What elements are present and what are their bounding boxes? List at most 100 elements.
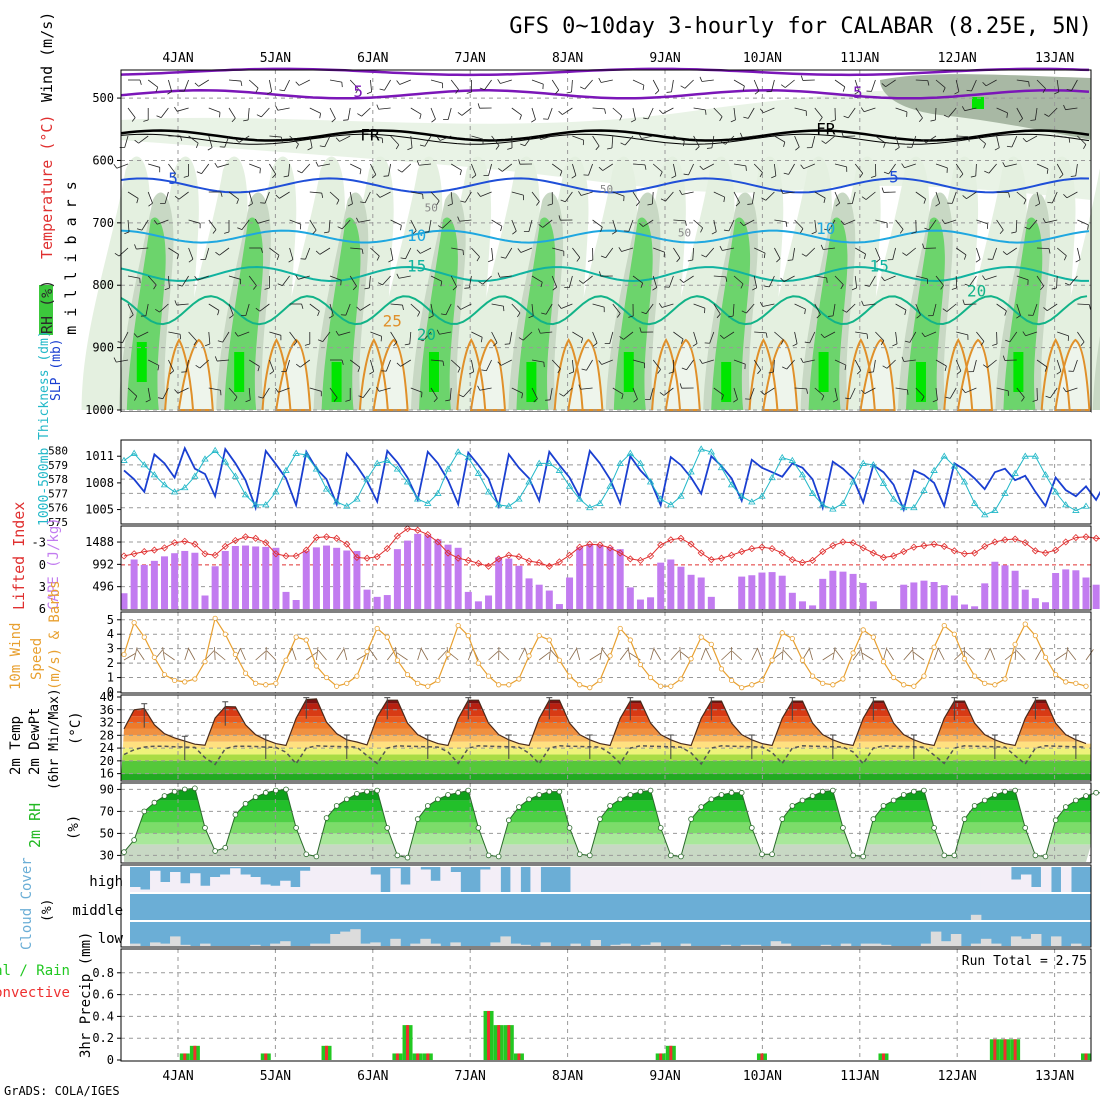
wind-barb (168, 163, 176, 174)
wind10m-point (425, 683, 431, 689)
wind-barb-flag (431, 118, 436, 123)
y-tick-label: 32 (100, 716, 114, 730)
wind-barb (976, 135, 986, 145)
wind-barb-flag (695, 146, 700, 151)
cloud-high-clear (570, 867, 581, 892)
wind-barb (247, 107, 250, 120)
wind-barb (673, 247, 681, 259)
top-date-label: 9JAN (649, 51, 680, 66)
wind-barb (988, 163, 997, 174)
wind-barb-flag (255, 87, 259, 93)
wind-barb (208, 107, 221, 113)
wind-barb-flag (962, 195, 967, 200)
contour-20 (120, 295, 1088, 326)
wind10m-barb (204, 650, 215, 661)
li-point (606, 544, 614, 552)
li-point (474, 559, 482, 567)
wind-barb-flag (1051, 287, 1057, 290)
wind-barb (329, 79, 342, 83)
cloud-fraction (1020, 938, 1032, 946)
wind10m-barb (937, 648, 945, 661)
wind-barb (747, 107, 755, 119)
wind-barb (903, 359, 916, 362)
wind-barb (753, 275, 758, 288)
cloud-high-clear (1020, 874, 1032, 892)
wind-barb (571, 79, 573, 92)
wind-barb (765, 191, 775, 201)
cape-bar (758, 572, 766, 609)
thickness-point (413, 495, 422, 502)
thickness-point (839, 499, 847, 506)
wind10m-barb (336, 648, 345, 661)
wind-barb (762, 303, 775, 307)
thickness-point (251, 501, 260, 508)
wind-barb (127, 107, 136, 118)
wind-barb (662, 107, 674, 114)
wind-barb (652, 359, 661, 370)
wind-barb-flag (860, 107, 865, 112)
wind-barb (592, 331, 598, 344)
wind-barb-flag (841, 131, 844, 137)
precip-convective-bar (183, 1053, 187, 1060)
wind-barb-flag (537, 135, 542, 140)
wind-barb (205, 247, 210, 260)
wind-barb-flag (1032, 399, 1038, 402)
wind-barb (693, 331, 698, 344)
cloud-high-clear (720, 867, 732, 892)
wind-barb (499, 275, 512, 278)
cloud-high-clear (450, 872, 461, 892)
wind10m-barb (317, 649, 327, 661)
wind-barb-flag (945, 396, 951, 399)
rh-point (202, 825, 208, 831)
li-point (890, 552, 898, 560)
cape-bar (424, 535, 432, 609)
contour-label: FR (360, 125, 380, 144)
wind-barb-flag (357, 367, 361, 373)
wind-barb (141, 219, 149, 231)
contour-label: 5 (889, 167, 899, 186)
wind-barb-flag (633, 398, 638, 403)
cape-bar (900, 584, 908, 609)
wind-barb-flag (723, 229, 729, 232)
thickness-point (889, 495, 898, 502)
li-point (900, 547, 908, 556)
wind10m-point (546, 637, 552, 643)
wind-barb-flag (881, 187, 884, 193)
wind-barb-flag (679, 278, 684, 283)
rh-point (576, 851, 583, 858)
cloud-high-clear (260, 884, 271, 892)
wind-barb-flag (402, 304, 404, 311)
wind-barb-flag (571, 175, 577, 179)
cloud-high-clear (490, 867, 501, 892)
wind-barb (545, 303, 553, 315)
wind-barb (228, 387, 238, 398)
wind-barb (345, 303, 351, 316)
cape-bar (697, 577, 705, 609)
cape-bar (647, 597, 655, 609)
cloud-frame (120, 864, 1092, 948)
cloud-high-clear (630, 867, 642, 892)
y-tick-label: 900 (92, 341, 114, 355)
thickness-point (981, 511, 989, 518)
wind-barb-flag (157, 397, 164, 400)
wind-barb (649, 387, 654, 400)
rh-point (951, 852, 958, 859)
wind10m-barb (783, 650, 793, 661)
wind-barb-flag (982, 275, 986, 280)
wind-barb-flag (595, 145, 600, 151)
cape-bar (171, 553, 179, 609)
wind-barb (289, 219, 301, 225)
wind-barb (1016, 387, 1025, 398)
wind-barb-flag (113, 164, 118, 169)
wind10m-barb (215, 651, 226, 661)
wind-barb (673, 135, 685, 142)
wind-barb-flag (255, 307, 261, 312)
wind-barb (652, 275, 658, 288)
wind-barb-flag (721, 394, 724, 400)
wind-barb-flag (699, 359, 703, 364)
wind-barb-flag (212, 229, 217, 234)
rh-point (181, 786, 188, 793)
wind-barb (875, 219, 888, 224)
wind-barb-flag (457, 216, 460, 222)
